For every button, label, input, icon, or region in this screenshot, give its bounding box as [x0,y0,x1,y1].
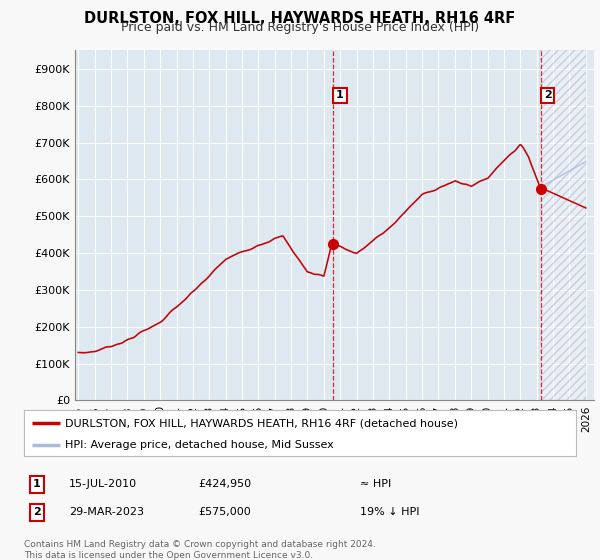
Text: DURLSTON, FOX HILL, HAYWARDS HEATH, RH16 4RF (detached house): DURLSTON, FOX HILL, HAYWARDS HEATH, RH16… [65,418,458,428]
Text: £424,950: £424,950 [198,479,251,489]
Text: £575,000: £575,000 [198,507,251,517]
Text: Price paid vs. HM Land Registry's House Price Index (HPI): Price paid vs. HM Land Registry's House … [121,21,479,34]
Text: 29-MAR-2023: 29-MAR-2023 [69,507,144,517]
Text: 1: 1 [336,90,344,100]
Text: 15-JUL-2010: 15-JUL-2010 [69,479,137,489]
Text: 2: 2 [33,507,41,517]
Text: ≈ HPI: ≈ HPI [360,479,391,489]
Text: 1: 1 [33,479,41,489]
Text: Contains HM Land Registry data © Crown copyright and database right 2024.
This d: Contains HM Land Registry data © Crown c… [24,540,376,560]
Text: HPI: Average price, detached house, Mid Sussex: HPI: Average price, detached house, Mid … [65,440,334,450]
Text: 19% ↓ HPI: 19% ↓ HPI [360,507,419,517]
Text: 2: 2 [544,90,551,100]
Text: DURLSTON, FOX HILL, HAYWARDS HEATH, RH16 4RF: DURLSTON, FOX HILL, HAYWARDS HEATH, RH16… [85,11,515,26]
